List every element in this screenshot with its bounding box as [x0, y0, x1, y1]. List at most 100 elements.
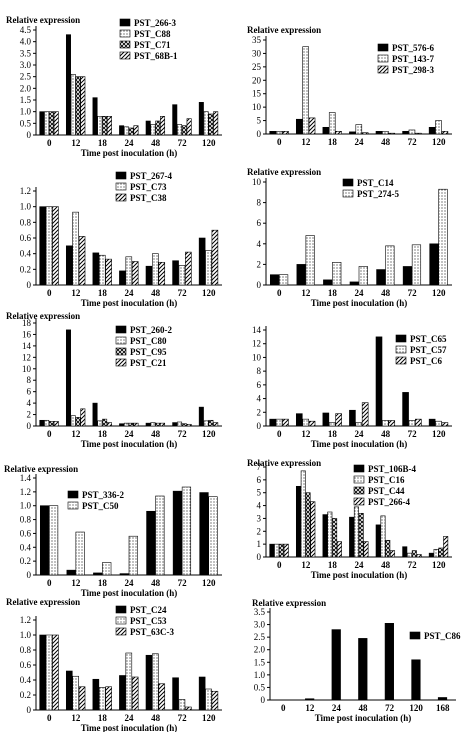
bar-PST_260-2-18: [92, 402, 98, 427]
y-tick-label: 1.0: [20, 107, 32, 117]
legend-label: PST_C73: [130, 182, 167, 192]
y-tick-label: 0.2: [20, 264, 31, 274]
x-tick-label: 72: [178, 713, 188, 723]
bar-PST_C24-120: [198, 676, 206, 711]
x-tick-label: 24: [125, 288, 135, 298]
y-tick-label: 20: [252, 75, 262, 85]
bar-PST_C80-72: [177, 421, 183, 427]
bar-PST_576-6-72: [402, 131, 409, 135]
bar-PST_C88-48: [150, 124, 156, 136]
y-tick-label: 18: [22, 318, 32, 328]
bar-PST_C57-12: [302, 418, 309, 427]
legend-label: PST_260-2: [130, 325, 173, 335]
bar-PST_267-4-18: [92, 252, 100, 286]
y-tick-label: 4: [27, 398, 32, 408]
bar-PST_266-3-24: [119, 125, 125, 136]
bar-PST_C6-0: [282, 418, 289, 427]
y-tick-label: 0.2: [20, 556, 31, 566]
bar-PST_106B-4-72: [402, 546, 408, 558]
bar-PST_C71-12: [75, 76, 81, 136]
bar-PST_336-2-18: [93, 572, 103, 576]
bar-PST_267-4-0: [39, 206, 47, 286]
x-tick-label: 12: [305, 703, 315, 713]
bar-PST_C6-24: [361, 402, 369, 427]
bar-PST_C53-0: [45, 634, 53, 711]
bar-PST_C71-0: [48, 111, 54, 136]
y-tick-label: 16: [22, 329, 32, 339]
x-tick-label: 24: [125, 429, 135, 439]
bar-PST_C88-120: [203, 111, 209, 136]
bar-PST_C16-120: [433, 548, 439, 558]
bar-PST_C24-18: [92, 678, 100, 711]
x-tick-label: 48: [381, 429, 391, 439]
bar-PST_C53-48: [152, 653, 159, 711]
bar-PST_C38-18: [105, 258, 112, 286]
bar-PST_C14-12: [296, 264, 306, 286]
bar-PST_C53-12: [72, 675, 79, 711]
legend-swatch: [353, 464, 365, 473]
bar-PST_336-2-48: [146, 510, 156, 576]
bar-PST_68B-1-18: [106, 116, 112, 136]
bar-PST_C80-24: [123, 422, 129, 427]
bar-PST_63C-3-24: [131, 676, 139, 711]
bar-PST_C44-12: [305, 492, 311, 558]
bar-PST_C21-0: [53, 421, 59, 427]
y-tick-label: 3.5: [254, 607, 266, 617]
y-tick-label: 3.5: [20, 48, 32, 58]
y-tick-label: 1.2: [20, 186, 31, 196]
y-tick-label: 4: [257, 394, 262, 404]
bar-PST_C14-48: [376, 269, 386, 286]
bar-PST_C44-48: [385, 539, 391, 558]
bar-PST_143-7-24: [355, 124, 363, 135]
y-tick-label: 0.4: [20, 249, 32, 259]
bar-PST_266-4-72: [416, 554, 422, 558]
x-tick-label: 0: [277, 560, 282, 570]
bar-PST_C95-18: [102, 418, 108, 427]
bar-PST_C50-120: [208, 496, 218, 576]
legend-label: PST_267-4: [130, 171, 173, 181]
bar-PST_C95-48: [155, 422, 161, 427]
legend-swatch: [409, 631, 421, 640]
bar-PST_298-3-48: [388, 132, 396, 135]
x-tick-label: 24: [355, 288, 365, 298]
bar-PST_260-2-24: [119, 423, 125, 427]
x-tick-label: 18: [328, 429, 338, 439]
legend-swatch: [342, 178, 354, 187]
bar-PST_C16-0: [274, 543, 280, 558]
legend-swatch: [115, 616, 127, 625]
bar-PST_106B-4-48: [375, 524, 381, 558]
y-tick-label: 10: [22, 364, 32, 374]
y-tick-label: 0.4: [20, 675, 32, 685]
bar-PST_C44-120: [438, 547, 444, 558]
bar-PST_C71-72: [181, 125, 187, 136]
y-tick-label: 14: [252, 325, 262, 335]
legend-label: PST_C53: [130, 616, 167, 626]
chart-panel-6: Relative expression 0 0.2 0.4 0.6 0.8 1.0 1.2 1.…: [4, 464, 222, 598]
bar-PST_C71-120: [208, 113, 214, 136]
x-tick-label: 18: [328, 560, 338, 570]
legend-swatch: [115, 182, 127, 191]
y-tick-label: 0: [27, 705, 32, 715]
x-tick-label: 120: [432, 560, 446, 570]
bar-PST_C38-120: [211, 229, 219, 286]
x-tick-label: 12: [301, 137, 311, 147]
bar-PST_266-3-72: [172, 104, 178, 136]
y-tick-label: 0: [27, 130, 32, 140]
x-tick-label: 72: [385, 703, 395, 713]
bar-PST_274-5-12: [305, 235, 315, 286]
legend-swatch: [395, 356, 407, 365]
x-tick-label: 48: [381, 560, 391, 570]
y-tick-label: 10: [252, 102, 262, 112]
y-tick-label: 1.2: [20, 615, 31, 625]
bar-PST_C14-72: [402, 266, 413, 286]
bar-PST_267-4-24: [119, 270, 126, 286]
bar-PST_C53-72: [178, 699, 186, 711]
y-tick-label: 2: [257, 526, 262, 536]
bar-PST_C50-24: [128, 535, 138, 576]
bar-PST_C86-168: [437, 697, 448, 701]
y-tick-label: 6: [257, 475, 262, 485]
bar-PST_63C-3-48: [158, 683, 166, 711]
bar-PST_336-2-0: [39, 505, 50, 576]
